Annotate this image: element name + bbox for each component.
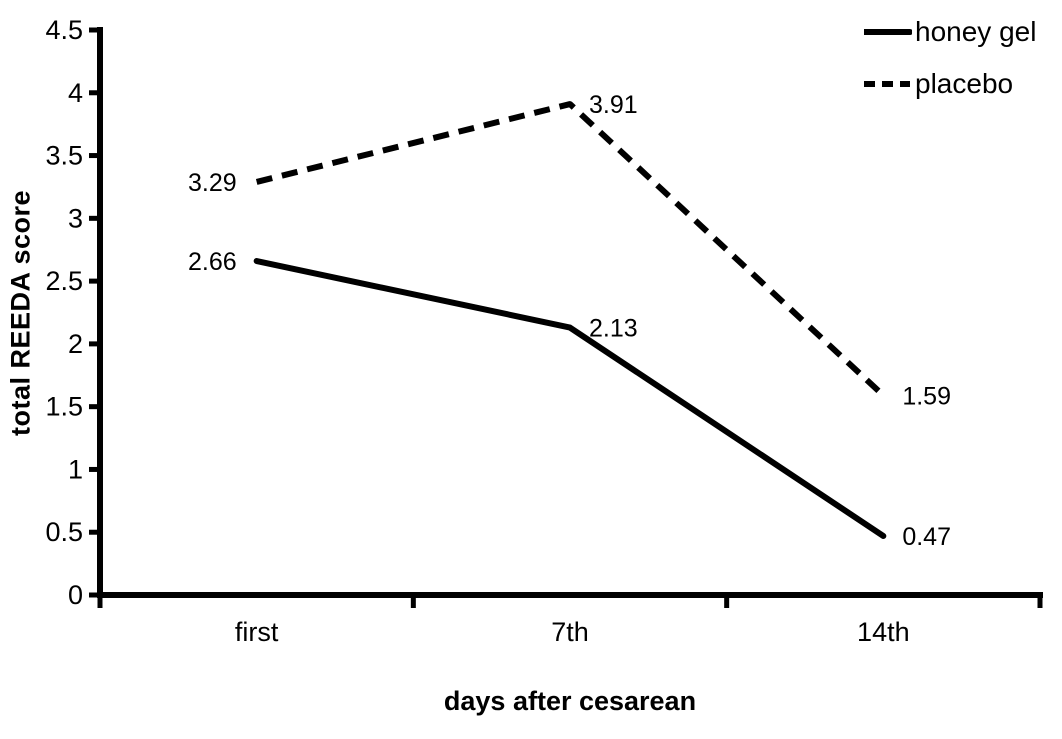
data-label-placebo: 3.91 [589,91,638,119]
legend-label: honey gel [915,15,1037,47]
data-label-honey-gel: 0.47 [902,523,951,551]
y-tick-label: 2.5 [45,266,83,296]
data-label-placebo: 3.29 [188,169,237,197]
solid-line-swatch-icon [864,28,912,35]
legend-label: placebo [915,67,1014,99]
y-tick-label: 3.5 [45,141,83,171]
series-line-placebo [255,101,886,398]
y-tick-label: 0 [68,580,83,610]
y-axis-title: total REEDA score [5,189,36,436]
data-label-placebo: 1.59 [902,382,951,410]
y-tick-label: 1 [68,454,83,484]
legend-item-honey-gel: honey gel [864,13,1036,50]
y-tick-label: 0.5 [45,517,83,547]
x-category-label: 14th [857,617,910,647]
x-category-label: 7th [551,617,589,647]
x-category-label: first [235,617,279,647]
data-label-honey-gel: 2.66 [188,248,237,276]
dashed-line-swatch-icon [864,80,910,87]
x-axis-title: days after cesarean [443,686,697,716]
y-tick-label: 4.5 [45,15,83,45]
legend-item-placebo: placebo [864,65,1036,102]
y-tick-label: 1.5 [45,392,83,422]
y-tick-label: 4 [68,78,83,108]
series-line-honey-gel [253,258,887,539]
data-label-honey-gel: 2.13 [589,315,638,343]
legend: honey gel placebo [864,13,1036,102]
y-tick-label: 2 [68,329,83,359]
y-tick-label: 3 [68,203,83,233]
